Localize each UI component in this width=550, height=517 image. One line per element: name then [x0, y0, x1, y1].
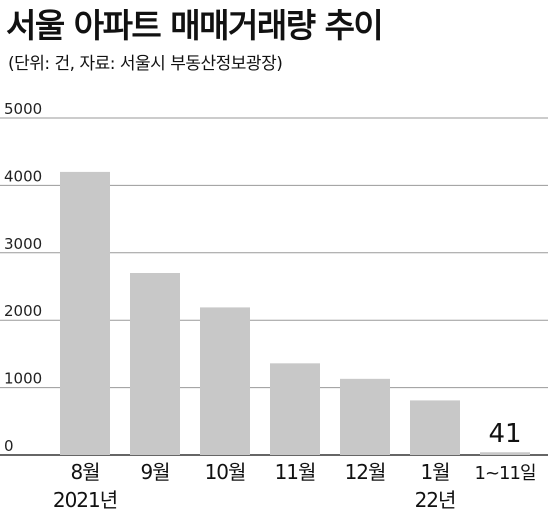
x-tick-label: 12월	[345, 460, 386, 484]
x-tick-label: 1월	[420, 460, 449, 484]
bar-5	[340, 378, 390, 455]
y-tick-label: 1000	[4, 370, 42, 388]
x-tick-labels: 8월 9월 10월 11월 12월 1월 1~11일 2021년 22년	[53, 460, 537, 512]
x-tick-label: 8월	[70, 460, 99, 484]
y-tick-label: 4000	[4, 167, 42, 185]
x-group-label: 2021년	[53, 488, 117, 512]
chart-title: 서울 아파트 매매거래량 추이	[6, 6, 384, 45]
data-label: 41	[488, 419, 521, 449]
x-tick-label: 1~11일	[475, 463, 536, 484]
y-tick-label: 5000	[4, 100, 42, 118]
y-tick-label: 0	[4, 437, 14, 455]
y-tick-label: 3000	[4, 235, 42, 253]
x-group-label: 22년	[415, 488, 456, 512]
data-labels: 41	[488, 419, 521, 449]
y-tick-labels: 0 1000 2000 3000 4000 5000	[4, 100, 42, 455]
y-tick-label: 2000	[4, 302, 42, 320]
bar-7	[480, 452, 530, 455]
chart-subtitle: (단위: 건, 자료: 서울시 부동산정보광장)	[8, 54, 283, 74]
x-tick-label: 11월	[275, 460, 316, 484]
x-tick-label: 10월	[205, 460, 246, 484]
bars	[60, 171, 530, 456]
bar-2	[130, 273, 180, 455]
x-tick-label: 9월	[140, 460, 169, 484]
bar-1	[60, 171, 110, 456]
bar-6	[410, 400, 460, 455]
bar-3	[200, 307, 250, 455]
bar-4	[270, 363, 320, 455]
